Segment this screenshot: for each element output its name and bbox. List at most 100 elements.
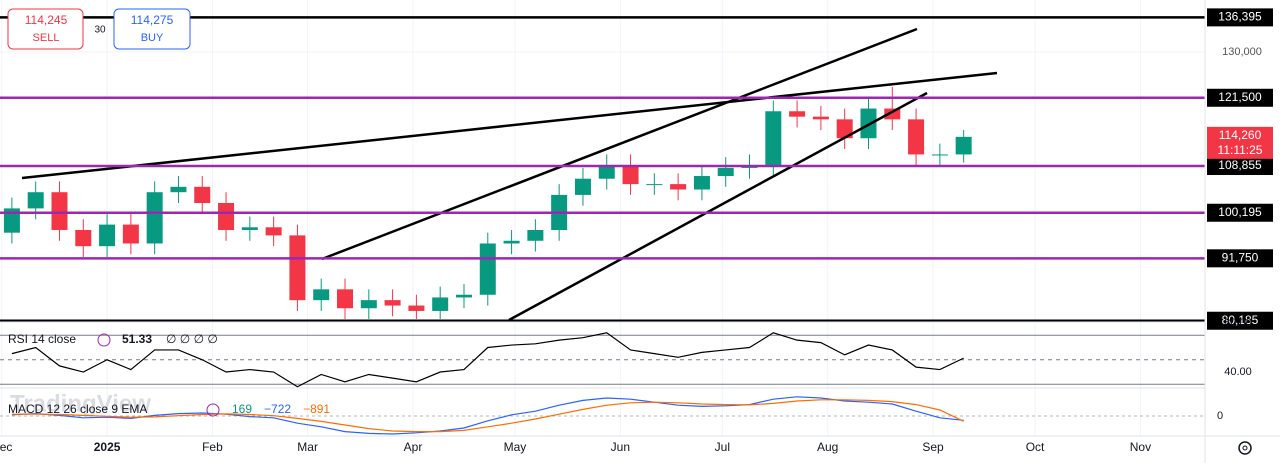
candle-body [313,289,330,301]
level-label: 80,185 [1222,313,1259,327]
candle-body [836,119,853,139]
candle-body [646,184,663,186]
level-label-box [1207,311,1273,330]
candle-body [955,136,972,155]
level-label: 91,750 [1222,250,1259,264]
candle-body [812,116,829,120]
grid [0,0,1205,436]
candle-body [337,289,354,309]
x-tick-label: 2025 [94,440,121,454]
trend-line [508,91,928,322]
candle-body [622,165,639,185]
candle-body [527,229,544,241]
level-label: 136,395 [1218,10,1262,24]
x-tick-label: May [504,440,527,454]
x-tick-label: Jun [611,440,630,454]
trend-line [321,27,918,261]
sell-button[interactable] [7,8,84,50]
macd-value: −891 [303,402,330,416]
candle-body [931,154,948,156]
trend-line [21,71,998,180]
indicator-line [11,399,964,433]
sell-price: 114,245 [25,13,68,27]
level-label-box [1207,203,1273,222]
candle-body [27,192,44,209]
candle-body [51,192,68,230]
candle-body [765,111,782,166]
candle-body [408,305,425,311]
watermark: TradingView [10,390,151,417]
macd-value: 169 [232,402,252,416]
candle-body [146,192,163,244]
macd-value: −722 [264,402,291,416]
candle-body [218,203,235,230]
candle-body [574,178,591,195]
x-tick-label: Dec [0,440,12,454]
rsi-pane: RSI 14 close 51.33 ∅ ∅ ∅ ∅ [0,321,1205,388]
candle-body [789,111,806,117]
candle-body [265,227,282,236]
candle-body [717,167,734,177]
candle-body [884,108,901,120]
candle-body [598,165,615,179]
x-tick-label: Apr [404,440,423,454]
x-tick-label: Aug [817,440,838,454]
macd-pane: MACD 12 26 close 9 EMA 169 −722 −891 [0,387,1205,435]
candle-body [122,224,139,244]
level-label-box [1207,88,1273,107]
trade-buttons: 114,245 SELL 30 114,275 BUY [7,8,191,50]
candle-body [384,300,401,306]
level-label-box [1207,157,1273,176]
rsi-value: 51.33 [122,332,152,346]
last-price: 114,260 [1219,128,1262,142]
settings-dot [206,403,220,417]
axes: Dec 2025 Feb Mar Apr May Jun Jul Aug Sep Oct Nov 130… [0,8,1273,454]
settings-icon[interactable] [1238,441,1252,455]
rsi-title: RSI 14 close [8,332,76,346]
candle-body [479,243,496,295]
level-label: 108,855 [1218,158,1262,172]
x-tick-label: Jul [715,440,730,454]
candle-body [503,240,520,244]
countdown: 11:11:25 [1218,143,1263,157]
candle-body [455,294,472,298]
candle-body [693,176,710,190]
candle-body [241,227,258,230]
indicator-line [11,332,964,388]
last-price-box [1207,126,1273,159]
candle-body [289,235,306,301]
level-label-box [1207,8,1273,27]
drawings [0,16,1205,322]
level-label: 121,500 [1218,90,1262,104]
x-tick-label: Oct [1026,440,1045,454]
sell-label: SELL [33,32,60,44]
candle-body [99,224,116,247]
buy-label: BUY [141,32,164,44]
x-tick-label: Sep [922,440,944,454]
buy-button[interactable] [113,8,191,50]
gear-center [1242,445,1248,451]
macd-title: MACD 12 26 close 9 EMA [8,402,147,416]
x-tick-label: Feb [202,440,223,454]
spread: 30 [94,25,106,36]
candle-body [432,297,449,311]
y-tick-label: 80.00 [1224,317,1252,329]
y-tick-label: 0 [1217,410,1223,422]
candle-body [670,184,687,190]
x-tick-label: Nov [1130,440,1151,454]
candle-body [170,186,187,193]
level-label: 100,195 [1218,205,1262,219]
level-label-box [1207,249,1273,268]
settings-dot [97,333,111,347]
price-pane [3,86,972,320]
rsi-nulls: ∅ ∅ ∅ ∅ [166,332,218,346]
candle-body [194,186,211,204]
y-tick-label: 40.00 [1224,366,1252,378]
candle-body [908,119,925,155]
gear[interactable] [1238,441,1252,455]
x-tick-label: Mar [297,440,318,454]
y-tick-label: 130,000 [1222,46,1262,58]
buy-price: 114,275 [131,13,174,27]
candle-body [75,229,92,247]
